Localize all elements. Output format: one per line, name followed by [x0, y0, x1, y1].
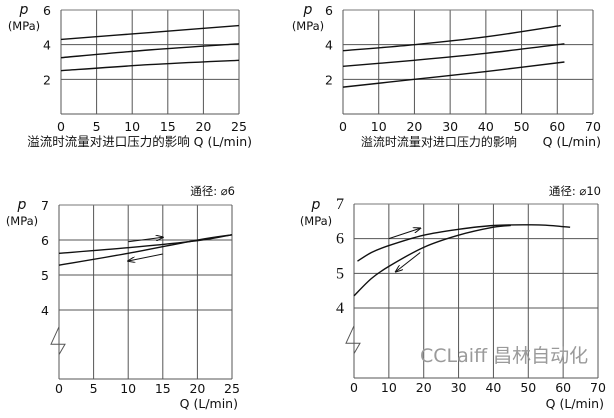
x-tick-label: 50: [520, 380, 536, 395]
x-tick-label: 0: [339, 119, 347, 134]
x-axis-label: 溢流时流量对进口压力的影响 Q (L/min): [27, 134, 252, 149]
x-axis-label: Q (L/min): [180, 396, 238, 411]
chart-title: 通径: ⌀10: [549, 184, 601, 198]
arrow-increasing: [388, 228, 420, 240]
y-axis-break: [50, 205, 66, 379]
y-tick-label: 6: [336, 231, 344, 248]
x-tick-label: 15: [155, 381, 171, 396]
x-tick-label: 20: [189, 381, 205, 396]
y-tick-label: 4: [41, 303, 49, 318]
y-axis-unit: (MPa): [8, 19, 40, 33]
x-tick-label: 20: [195, 119, 211, 134]
y-axis-break: [345, 204, 361, 378]
x-tick-label: 25: [231, 119, 247, 134]
x-tick-label: 0: [350, 380, 358, 395]
x-tick-label: 15: [160, 119, 176, 134]
series-line-2: [342, 43, 565, 68]
x-axis-label: Q (L/min): [543, 134, 601, 149]
y-axis-unit: (MPa): [292, 19, 324, 33]
y-tick-label: 7: [41, 198, 49, 213]
series-line-3: [60, 59, 240, 72]
series-line-2: [353, 224, 511, 297]
x-tick-label: 30: [451, 380, 467, 395]
y-axis-unit: (MPa): [6, 214, 38, 228]
arrow-decreasing: [396, 252, 421, 272]
x-tick-label: 10: [371, 119, 387, 134]
y-tick-label: 6: [41, 233, 49, 248]
chart-title: 通径: ⌀6: [190, 184, 235, 198]
y-tick-label: 2: [43, 72, 51, 87]
arrow-decreasing: [128, 253, 163, 261]
x-tick-label: 70: [590, 380, 606, 395]
y-axis-symbol: p: [303, 2, 313, 18]
y-tick-label: 5: [336, 265, 344, 282]
y-axis-unit: (MPa): [300, 214, 332, 228]
chart-4: 0 10 20 30 40 50 60 70 4 5 6 7p(MPa) Q (L/min) 通径: ⌀1…: [300, 184, 606, 411]
series-line-2: [58, 234, 233, 266]
x-tick-label: 20: [416, 380, 432, 395]
x-tick-label: 25: [224, 381, 240, 396]
x-tick-label: 0: [57, 119, 65, 134]
arrow-increasing: [128, 237, 163, 243]
watermark-logo: CCLaiff 昌林自动化: [420, 345, 588, 367]
x-tick-label: 10: [381, 380, 397, 395]
x-tick-label: 50: [514, 119, 530, 134]
series-line-1: [342, 24, 561, 52]
x-tick-label: 20: [406, 119, 422, 134]
y-tick-label: 5: [41, 268, 49, 283]
y-tick-label: 7: [336, 196, 344, 213]
y-axis-symbol: p: [311, 197, 321, 213]
x-tick-label: 60: [549, 119, 565, 134]
x-tick-label: 10: [120, 381, 136, 396]
chart-3: 0 5 10 15 20 25 4 5 6 7p(MPa) Q (L/min) 通径: ⌀6: [6, 184, 240, 411]
x-tick-label: 70: [585, 119, 601, 134]
chart-2: 0 10 20 30 40 50 60 70 2 4 6p(MPa) 溢流时流量对进口压力的影响 Q (…: [292, 2, 601, 149]
chart-1: 0 5 10 15 20 25 2 4 6p(MPa) 溢流时流量对进口压力的影响 Q (L/mi…: [8, 2, 252, 149]
series-line-1: [60, 24, 240, 41]
x-tick-label: 60: [555, 380, 571, 395]
y-axis-symbol: p: [19, 2, 29, 18]
series-line-1: [58, 234, 233, 255]
x-tick-label: 5: [93, 119, 101, 134]
x-tick-label: 0: [55, 381, 63, 396]
x-tick-label: 30: [442, 119, 458, 134]
x-tick-label: 10: [124, 119, 140, 134]
x-tick-label: 40: [478, 119, 494, 134]
y-tick-label: 4: [43, 38, 51, 53]
y-tick-label: 2: [325, 72, 333, 87]
caption: 溢流时流量对进口压力的影响: [361, 134, 517, 149]
y-tick-label: 4: [336, 300, 344, 317]
x-tick-label: 5: [90, 381, 98, 396]
y-axis-symbol: p: [17, 197, 27, 213]
series-line-1: [357, 224, 571, 262]
series-line-3: [342, 61, 565, 88]
series-line-2: [60, 43, 240, 59]
y-tick-label: 4: [325, 38, 333, 53]
y-tick-label: 6: [325, 3, 333, 18]
x-tick-label: 40: [485, 380, 501, 395]
y-tick-label: 6: [43, 3, 51, 18]
x-axis-label: Q (L/min): [546, 396, 604, 411]
